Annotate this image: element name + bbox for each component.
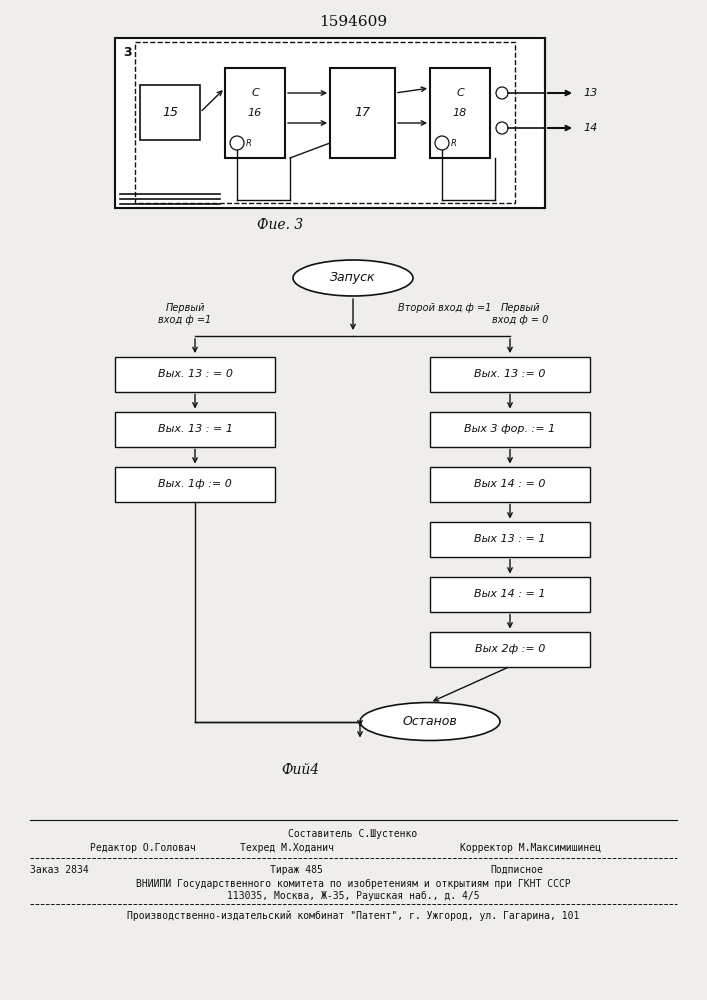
Text: Вых. 13 := 0: Вых. 13 := 0 xyxy=(474,369,546,379)
Text: Корректор М.Максимишинец: Корректор М.Максимишинец xyxy=(460,843,601,853)
Bar xyxy=(115,412,275,446)
Text: 18: 18 xyxy=(453,108,467,118)
Text: 16: 16 xyxy=(248,108,262,118)
Bar xyxy=(330,68,395,158)
Text: Вых 14 : = 0: Вых 14 : = 0 xyxy=(474,479,546,489)
Bar xyxy=(225,68,285,158)
Text: Первый
вход ф = 0: Первый вход ф = 0 xyxy=(492,303,548,325)
Text: Останов: Останов xyxy=(402,715,457,728)
Circle shape xyxy=(230,136,244,150)
Text: 17: 17 xyxy=(354,106,370,119)
Bar xyxy=(430,522,590,556)
Text: ВНИИПИ Государственного комитета по изобретениям и открытиям при ГКНТ СССР: ВНИИПИ Государственного комитета по изоб… xyxy=(136,879,571,889)
Text: Фие. 3: Фие. 3 xyxy=(257,218,303,232)
Text: 14: 14 xyxy=(583,123,597,133)
Text: Заказ 2834: Заказ 2834 xyxy=(30,865,89,875)
Text: Производственно-издательский комбинат "Патент", г. Ужгород, ул. Гагарина, 101: Производственно-издательский комбинат "П… xyxy=(127,911,579,921)
Text: Первый
вход ф =1: Первый вход ф =1 xyxy=(158,303,211,325)
Text: 13: 13 xyxy=(583,88,597,98)
Text: C: C xyxy=(456,88,464,98)
Bar xyxy=(430,412,590,446)
Bar xyxy=(115,357,275,391)
Bar xyxy=(430,632,590,666)
Text: R: R xyxy=(246,138,252,147)
Text: Вых 2ф := 0: Вых 2ф := 0 xyxy=(475,644,545,654)
Bar xyxy=(140,85,200,140)
Bar xyxy=(135,42,515,203)
Bar xyxy=(430,357,590,391)
Ellipse shape xyxy=(293,260,413,296)
Circle shape xyxy=(435,136,449,150)
Text: Тираж 485: Тираж 485 xyxy=(270,865,323,875)
Text: Вых 14 : = 1: Вых 14 : = 1 xyxy=(474,589,546,599)
Text: Вых 3 фор. := 1: Вых 3 фор. := 1 xyxy=(464,424,556,434)
Text: Составитель С.Шустенко: Составитель С.Шустенко xyxy=(288,829,418,839)
Text: Редактор О.Головач: Редактор О.Головач xyxy=(90,843,196,853)
Text: 1594609: 1594609 xyxy=(319,15,387,29)
Text: R: R xyxy=(451,138,457,147)
Text: Запуск: Запуск xyxy=(330,271,375,284)
Text: Вых. 13 : = 0: Вых. 13 : = 0 xyxy=(158,369,233,379)
Ellipse shape xyxy=(360,702,500,740)
Bar xyxy=(430,68,490,158)
Text: Второй вход ф =1: Второй вход ф =1 xyxy=(398,303,491,313)
Text: 15: 15 xyxy=(162,106,178,119)
Bar xyxy=(430,576,590,611)
Text: Вых. 13 : = 1: Вых. 13 : = 1 xyxy=(158,424,233,434)
Circle shape xyxy=(496,87,508,99)
Circle shape xyxy=(496,122,508,134)
Text: Техред М.Ходанич: Техред М.Ходанич xyxy=(240,843,334,853)
Bar xyxy=(115,466,275,502)
Text: 3: 3 xyxy=(123,45,132,58)
Bar xyxy=(115,38,545,208)
Text: Фий4: Фий4 xyxy=(281,762,319,776)
Text: Вых 13 : = 1: Вых 13 : = 1 xyxy=(474,534,546,544)
Text: 113035, Москва, Ж-35, Раушская наб., д. 4/5: 113035, Москва, Ж-35, Раушская наб., д. … xyxy=(227,891,479,901)
Text: Вых. 1ф := 0: Вых. 1ф := 0 xyxy=(158,479,232,489)
Bar xyxy=(430,466,590,502)
Text: Подписное: Подписное xyxy=(490,865,543,875)
Text: C: C xyxy=(251,88,259,98)
